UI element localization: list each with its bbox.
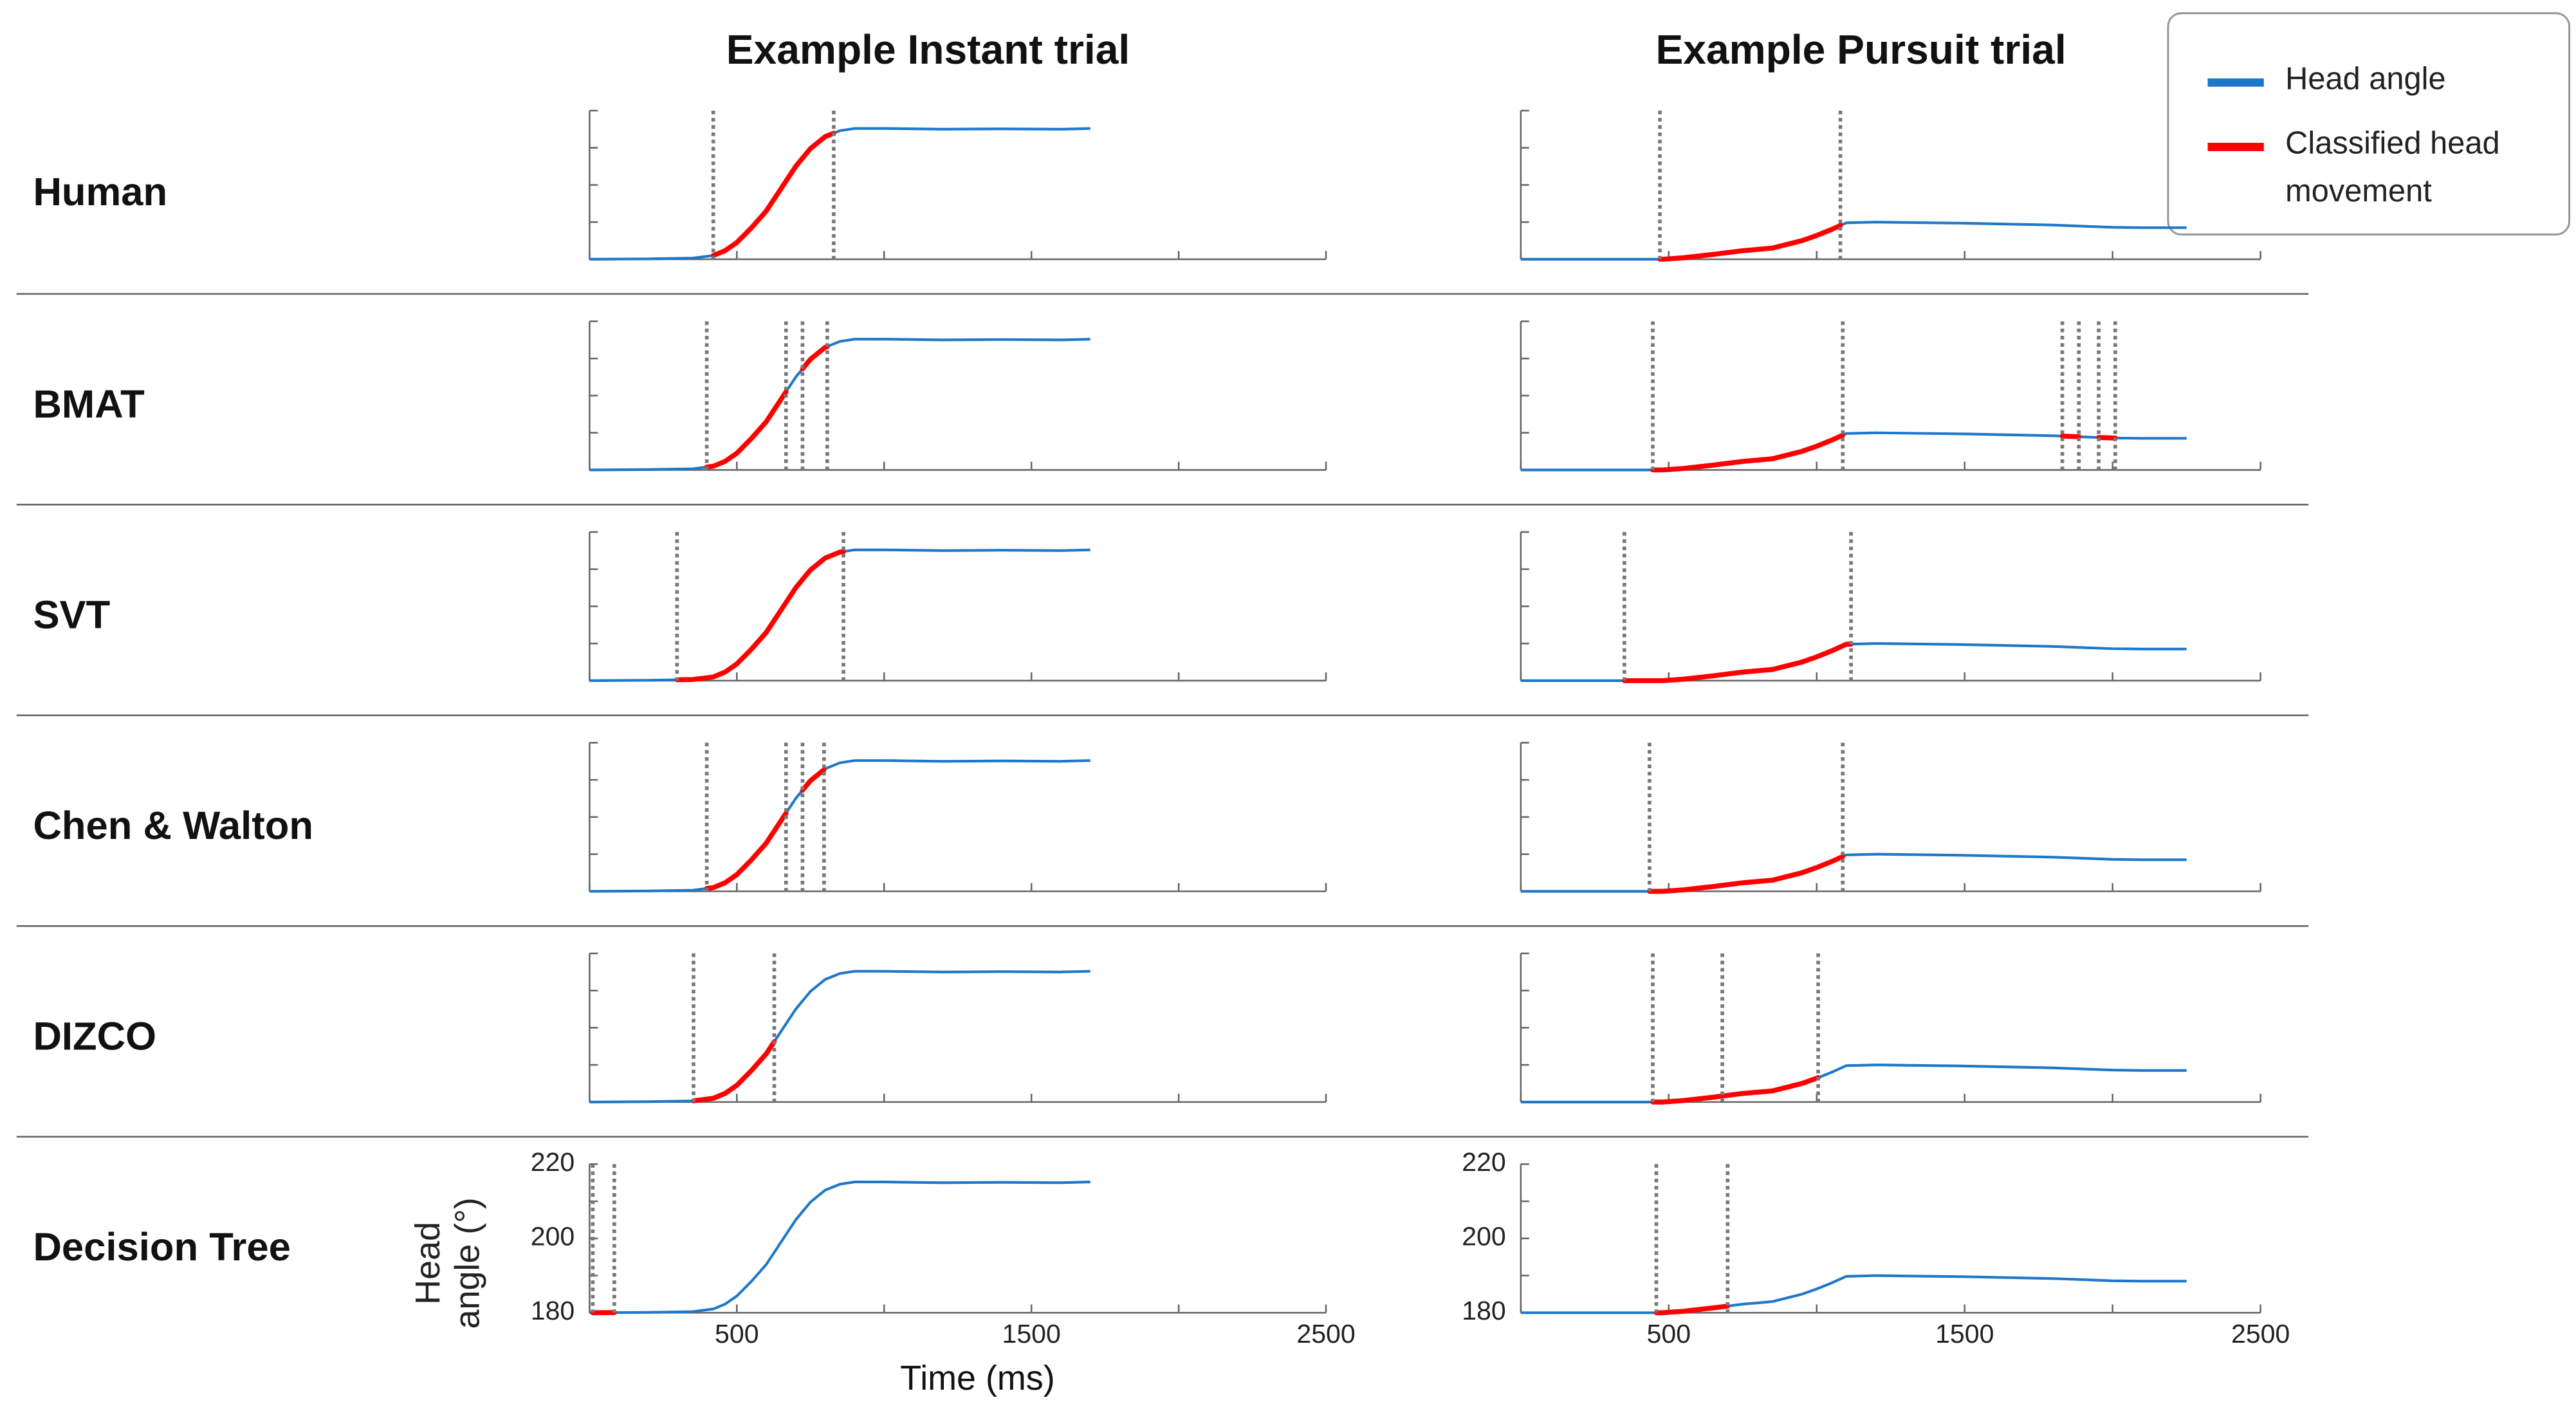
row-label: SVT <box>33 593 110 638</box>
row-label: DIZCO <box>33 1015 156 1059</box>
row-label: Decision Tree <box>33 1225 290 1269</box>
x-tick-label: 500 <box>715 1319 759 1349</box>
x-tick-label: 1500 <box>1935 1319 1994 1349</box>
row-label: Human <box>33 170 167 214</box>
y-tick-label: 180 <box>531 1296 575 1325</box>
classified-segment <box>704 811 789 891</box>
x-tick-label: 500 <box>1647 1319 1691 1349</box>
classified-segment <box>1657 223 1843 262</box>
legend-label: Head angle <box>2285 62 2446 98</box>
classified-segment <box>1650 1093 1725 1105</box>
classified-segment <box>1653 1303 1731 1316</box>
head-angle-line <box>589 127 1090 261</box>
x-tick-label: 2500 <box>2231 1319 2290 1349</box>
classified-segment <box>1621 641 1854 683</box>
head-angle-line <box>1520 852 2187 893</box>
head-angle-line <box>1520 1274 2187 1314</box>
legend-box <box>2167 12 2571 235</box>
classified-segment <box>704 389 789 470</box>
classified-segment <box>674 549 846 683</box>
y-tick-label: 220 <box>531 1147 575 1177</box>
classified-segment <box>2096 435 2118 441</box>
classified-segment <box>1720 1075 1821 1099</box>
y-tick-label: 220 <box>1462 1147 1506 1177</box>
classified-segment <box>710 131 836 259</box>
head-angle-line <box>589 548 1090 682</box>
head-angle-line <box>1520 221 2187 261</box>
classified-segment <box>800 767 827 793</box>
head-angle-line <box>1520 431 2187 472</box>
row-label: Chen & Walton <box>33 804 313 848</box>
head-angle-line <box>1520 642 2187 682</box>
classified-segment <box>1650 432 1846 473</box>
x-tick-label: 2500 <box>1296 1319 1355 1349</box>
head-angle-line <box>1520 1064 2187 1103</box>
classified-segment <box>2059 433 2082 439</box>
legend-label: Classified head movement <box>2285 127 2500 210</box>
y-tick-label: 200 <box>531 1222 575 1251</box>
column-title: Example Pursuit trial <box>1655 26 2066 73</box>
y-axis-label: Head angle (°) <box>409 1197 488 1329</box>
classified-segment <box>800 344 830 372</box>
y-axis-label-box: Head angle (°) <box>409 1197 488 1329</box>
row-label: BMAT <box>33 382 144 427</box>
head-angle-line <box>589 970 1090 1103</box>
x-tick-label: 1500 <box>1002 1319 1061 1349</box>
head-angle-line <box>589 1181 1090 1314</box>
legend-label-box: Classified head movement <box>2285 127 2500 210</box>
classified-segment <box>1647 854 1846 894</box>
head-angle-line <box>589 338 1090 472</box>
x-axis-label: Time (ms) <box>900 1359 1054 1397</box>
head-angle-line <box>589 759 1090 893</box>
y-tick-label: 180 <box>1462 1296 1506 1325</box>
legend-label-box: Head angle <box>2285 62 2446 98</box>
column-title: Example Instant trial <box>726 26 1130 73</box>
y-tick-label: 200 <box>1462 1222 1506 1251</box>
classified-segment <box>691 1039 777 1103</box>
